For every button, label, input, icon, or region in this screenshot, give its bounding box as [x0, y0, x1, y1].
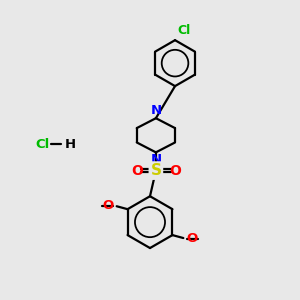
Text: O: O	[102, 199, 113, 212]
Text: H: H	[65, 138, 76, 151]
Text: Cl: Cl	[36, 138, 50, 151]
Text: N: N	[150, 153, 161, 166]
Text: S: S	[150, 163, 161, 178]
Text: Cl: Cl	[177, 24, 190, 37]
Text: O: O	[169, 164, 181, 178]
Text: O: O	[131, 164, 143, 178]
Text: O: O	[187, 232, 198, 245]
Text: N: N	[150, 104, 161, 117]
